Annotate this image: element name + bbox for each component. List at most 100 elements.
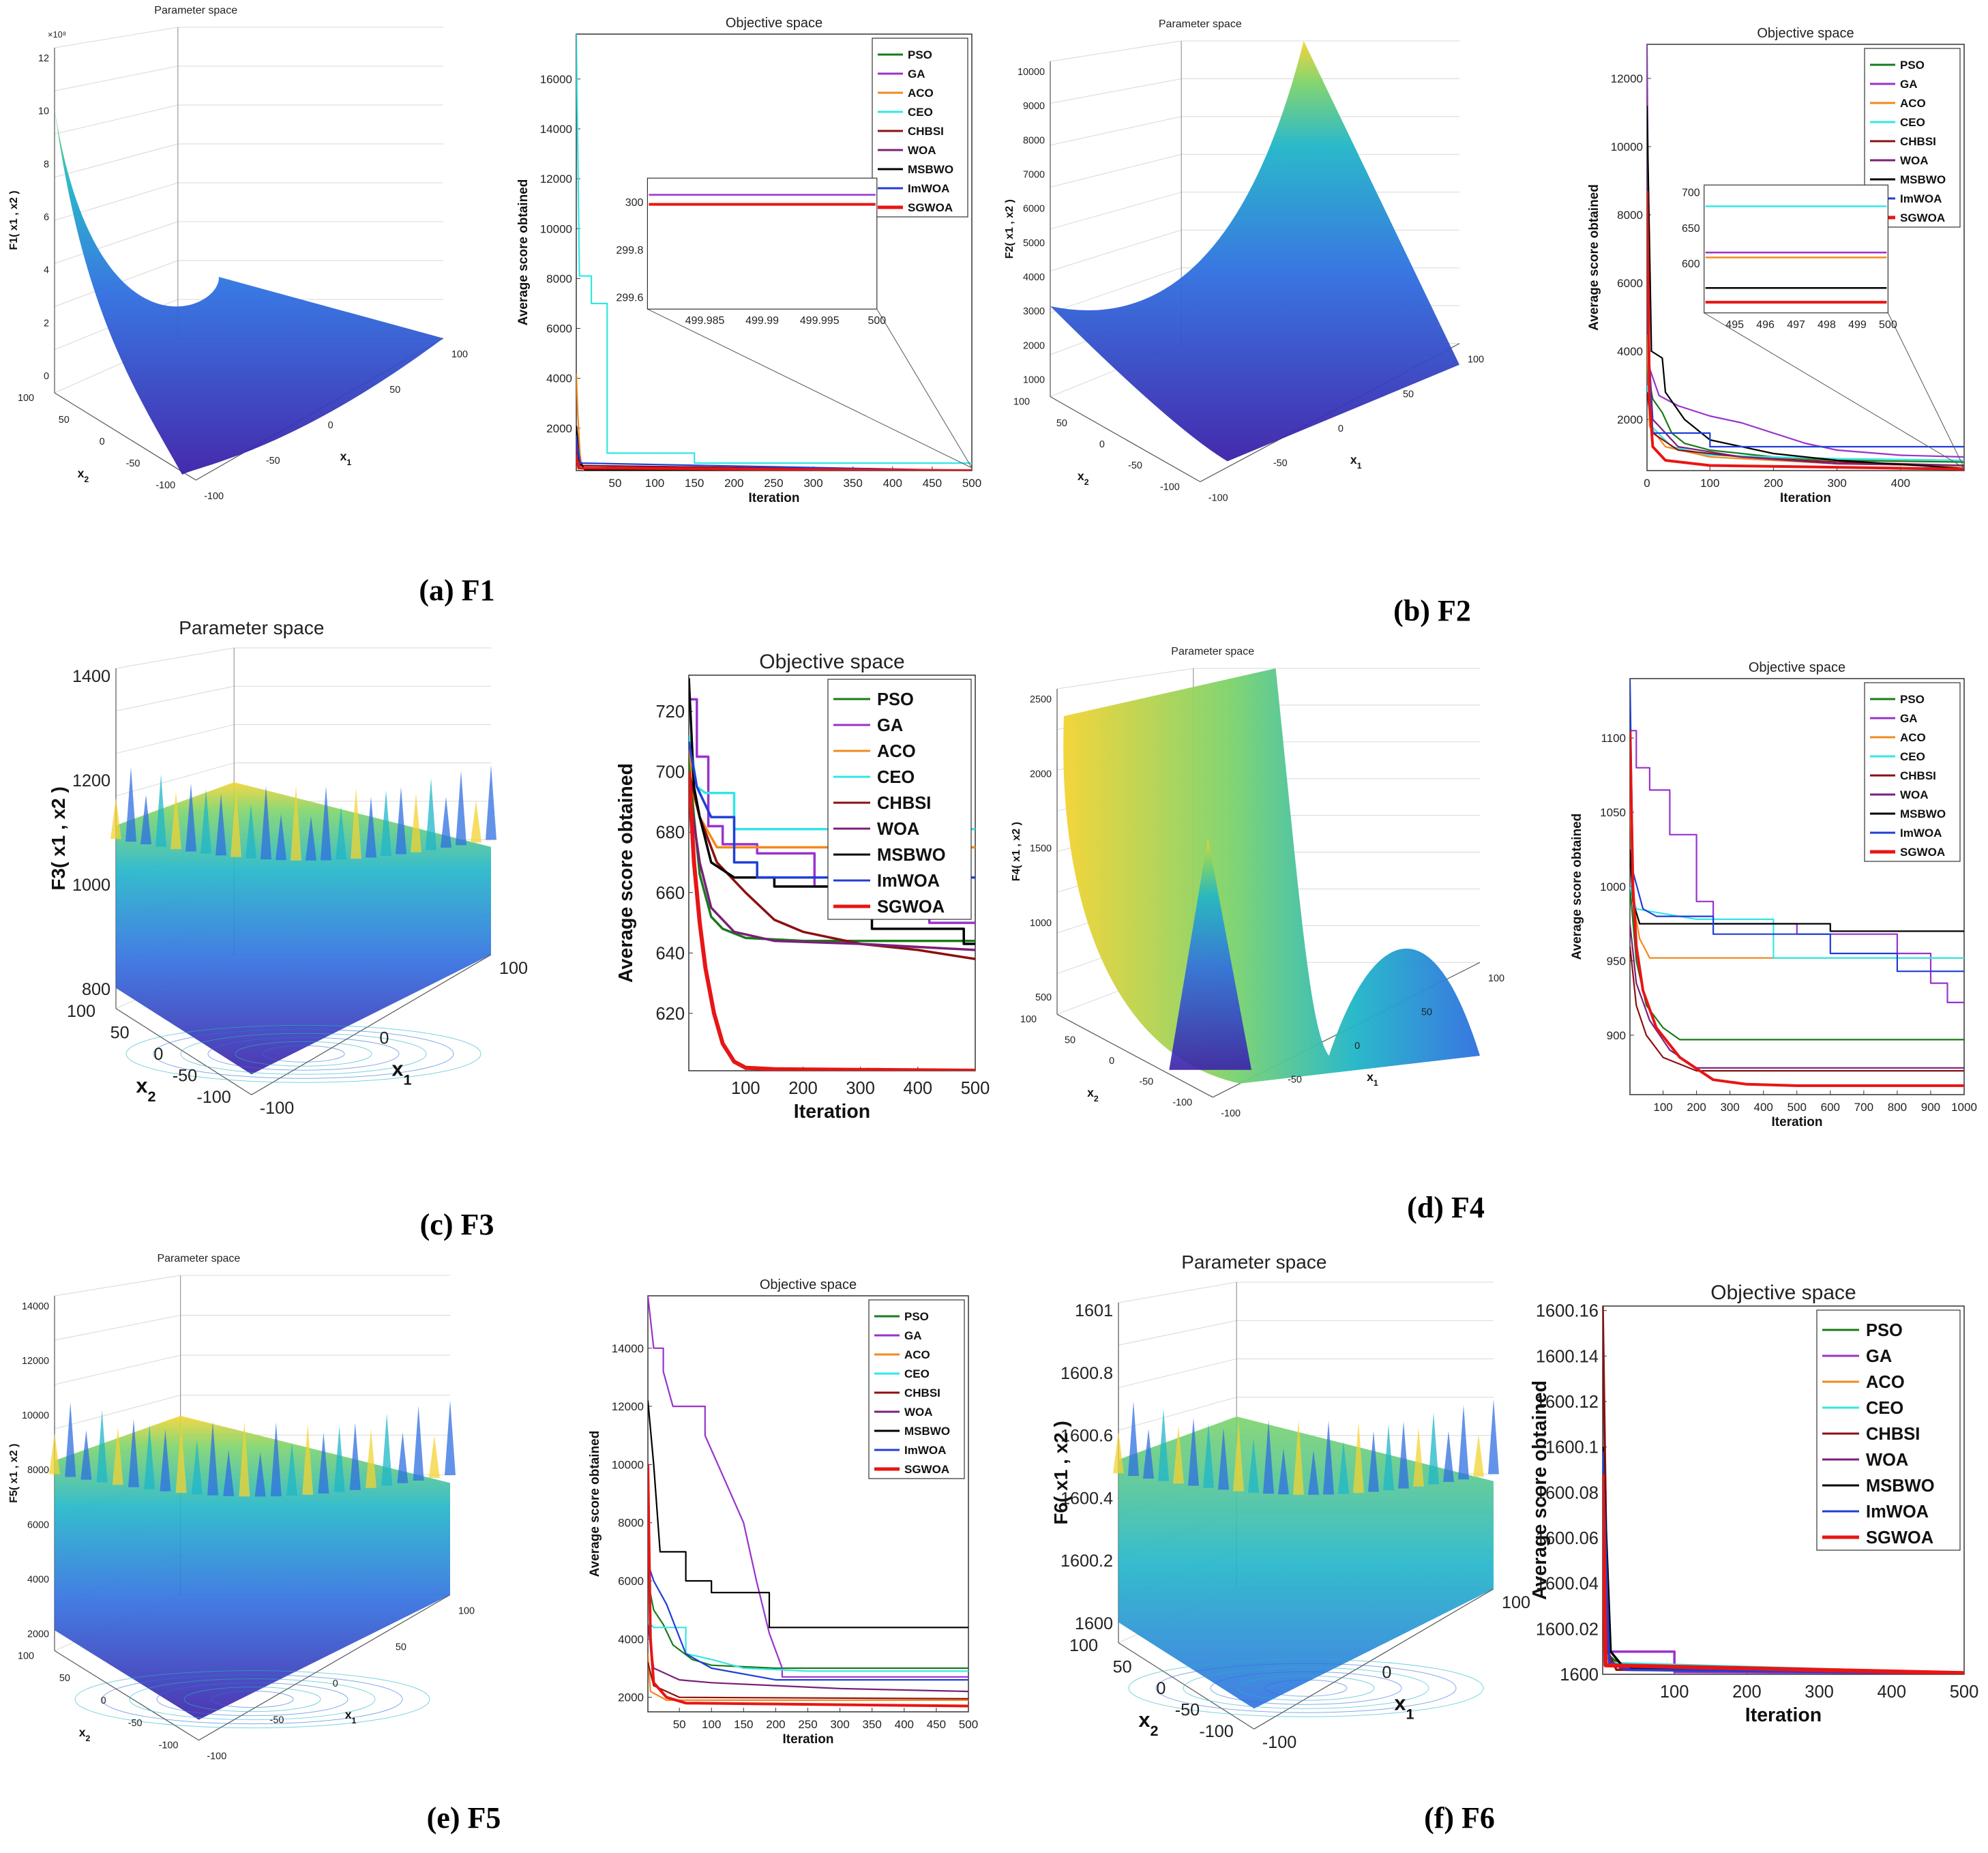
x2-tick-label: 50 [1056, 418, 1067, 429]
x-tick-label: 900 [1921, 1101, 1940, 1114]
y-axis-label: Average score obtained [516, 179, 531, 326]
contour-line [1210, 1671, 1402, 1705]
inset-y-tick-label: 650 [1682, 223, 1700, 235]
contour-line [129, 1678, 376, 1721]
grid-line [1050, 192, 1182, 230]
z-tick-label: 1400 [72, 667, 110, 686]
x-tick-label: 100 [1660, 1682, 1689, 1702]
grid-line [54, 143, 178, 178]
z-tick-label: 1000 [1023, 375, 1045, 386]
y-tick-label: 720 [655, 702, 685, 722]
x2-tick-label: 0 [153, 1045, 163, 1064]
z-tick-label: 12 [38, 53, 49, 64]
grid-line [1050, 40, 1182, 62]
surface-spike [112, 1427, 123, 1485]
x2-axis-line [115, 1008, 252, 1095]
grid-line [1118, 1397, 1237, 1431]
series-line-chbsi [689, 771, 975, 960]
z-tick-label: 6000 [1023, 204, 1045, 215]
x1-axis-label: x1 [345, 1708, 357, 1725]
legend-label-ceo: CEO [877, 768, 915, 787]
grid-line [54, 1275, 181, 1296]
inset-x-tick-label: 497 [1787, 319, 1805, 331]
x1-tick-label: 0 [1354, 1041, 1360, 1052]
x-tick-label: 400 [1878, 1682, 1907, 1702]
surface-spike [1308, 1450, 1319, 1495]
legend-label-msbwo: MSBWO [904, 1425, 950, 1438]
legend-label-ga: GA [1900, 78, 1918, 91]
x1-tick-label: -100 [260, 1099, 294, 1118]
x-tick-label: 100 [645, 477, 664, 490]
y-tick-label: 4000 [546, 372, 572, 385]
z-tick-label: 2000 [1030, 769, 1052, 780]
series-line-imwoa [576, 435, 972, 471]
x1-axis-label: x1 [391, 1057, 411, 1088]
y-tick-label: 1000 [1600, 880, 1626, 893]
y-axis-label: Average score obtained [588, 1431, 602, 1577]
series-line-imwoa [648, 1563, 968, 1681]
surface-spike [411, 793, 421, 853]
surface-spike [1353, 1422, 1364, 1494]
surface-spike [1383, 1424, 1394, 1491]
y-tick-label: 1600.06 [1536, 1529, 1599, 1548]
series-line-aco [648, 1653, 968, 1701]
surface-spike [428, 1435, 440, 1479]
x1-tick-label: 100 [458, 1605, 475, 1616]
inset-y-tick-label: 600 [1682, 258, 1700, 270]
legend-label-msbwo: MSBWO [1900, 173, 1946, 186]
chart-title: Objective space [1749, 660, 1845, 675]
series-line-imwoa [689, 741, 975, 879]
y-tick-label: 1600.12 [1536, 1393, 1599, 1412]
x1-tick-label: 50 [1421, 1007, 1432, 1018]
surface-mesh [1050, 41, 1459, 462]
surface-spike [333, 1426, 345, 1492]
x2-tick-label: 100 [18, 393, 34, 404]
inset-x-tick-label: 499 [1848, 319, 1867, 331]
y-tick-label: 660 [655, 884, 685, 903]
legend-label-imwoa: ImWOA [1900, 192, 1942, 205]
legend-label-sgwoa: SGWOA [877, 898, 945, 917]
surface-spike [441, 797, 451, 848]
surface-spike [201, 788, 211, 854]
z-axis-label: F4( x1 , x2 ) [1011, 822, 1022, 881]
x-tick-label: 700 [1854, 1101, 1873, 1114]
series-group [1647, 44, 1964, 471]
z-axis-label: F1( x1 , x2 ) [8, 190, 20, 250]
x1-tick-label: 100 [1502, 1593, 1530, 1612]
contour-line [1264, 1679, 1348, 1697]
surface-title: Parameter space [179, 617, 324, 638]
surface-spike [1413, 1427, 1424, 1487]
x1-tick-label: -50 [270, 1715, 284, 1725]
surface-spike [302, 1423, 314, 1495]
surface-spike [318, 1432, 329, 1494]
x2-tick-label: 50 [1065, 1035, 1075, 1046]
inset-x-tick-label: 500 [1879, 319, 1897, 331]
x-tick-label: 0 [1644, 477, 1650, 490]
x1-tick-label: 50 [389, 385, 400, 396]
surface-spike [349, 1423, 361, 1490]
y-tick-label: 900 [1607, 1029, 1626, 1042]
x-tick-label: 300 [1827, 477, 1846, 490]
x-tick-label: 400 [895, 1718, 914, 1731]
legend-label-pso: PSO [1900, 693, 1925, 706]
x1-tick-label: -100 [207, 1751, 226, 1762]
x1-tick-label: 0 [1382, 1663, 1391, 1682]
surface-spike [1368, 1431, 1379, 1492]
surface-spike [270, 1422, 282, 1496]
series-line-sgwoa [689, 771, 975, 1071]
grid-line [1050, 153, 1182, 188]
surface-spike [246, 803, 256, 859]
surface-spike [231, 786, 241, 857]
y-tick-label: 8000 [546, 272, 572, 285]
x-tick-label: 500 [1950, 1682, 1979, 1702]
surface-spike [396, 786, 406, 855]
surface-mesh [55, 1416, 450, 1720]
legend-label-msbwo: MSBWO [877, 846, 946, 865]
series-line-sgwoa [576, 455, 972, 471]
grid-line [1056, 668, 1193, 690]
surface-spike [186, 783, 196, 852]
z-tick-label: 8 [44, 159, 49, 170]
surface-spike [471, 800, 481, 843]
surface-spike [1218, 1427, 1229, 1490]
contour-line [1183, 1667, 1429, 1709]
